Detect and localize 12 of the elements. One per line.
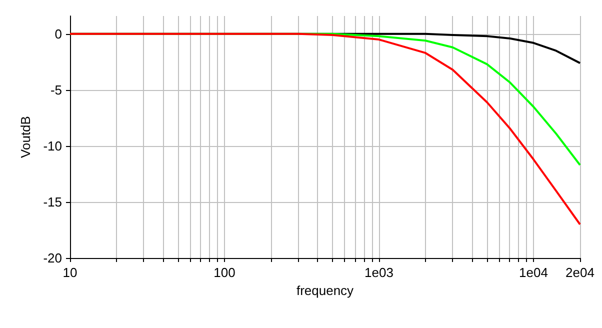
x-tick-label: 2e04 (566, 265, 594, 280)
y-tick-label: -10 (43, 138, 62, 154)
x-tick-label: 1e04 (519, 265, 548, 280)
y-axis-title: VoutdB (18, 116, 33, 158)
x-tick-label: 1e03 (364, 265, 394, 280)
y-tick-label: -20 (43, 250, 62, 266)
x-tick-label: 100 (214, 265, 236, 280)
y-tick-label: -15 (43, 194, 62, 210)
y-tick-label: -5 (50, 82, 62, 98)
x-axis-title: frequency (296, 282, 354, 298)
x-tick-label: 10 (62, 265, 78, 280)
y-tick-label: 0 (54, 26, 62, 42)
